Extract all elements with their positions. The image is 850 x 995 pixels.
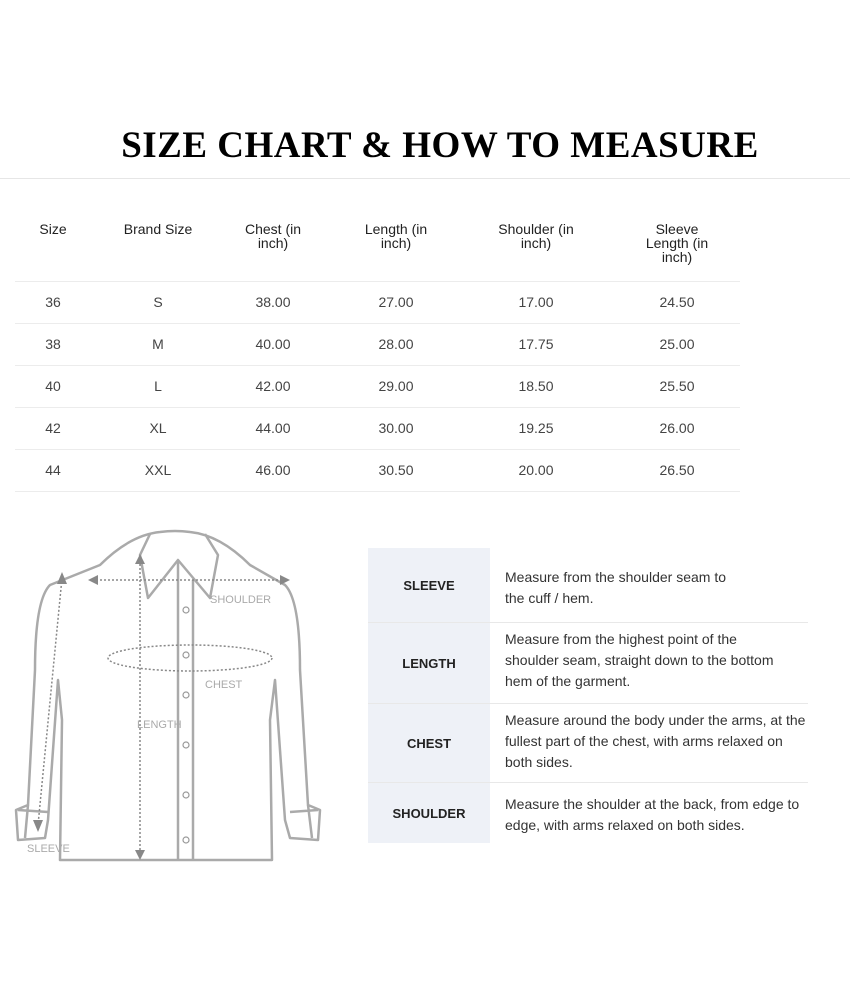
chest-measure-line [107, 644, 273, 672]
guide-label: LENGTH [368, 623, 490, 703]
guide-description: Measure from the shoulder seam to the cu… [505, 569, 726, 606]
table-cell: 26.00 [659, 420, 695, 436]
guide-description: Measure the shoulder at the back, from e… [505, 796, 800, 833]
measure-guide: SLEEVE Measure from the shoulder seam to… [368, 548, 808, 843]
header-length: Length (in inch) [364, 221, 428, 251]
table-cell: 30.00 [378, 420, 414, 436]
placket-line [176, 560, 195, 860]
table-cell: 26.50 [659, 462, 695, 478]
cuff-left [17, 804, 49, 839]
table-cell: 42 [45, 420, 61, 436]
table-cell: 44.00 [255, 420, 291, 436]
table-cell: 24.50 [659, 294, 695, 310]
table-cell: M [152, 336, 164, 352]
table-cell: 38.00 [255, 294, 291, 310]
table-cell: XXL [144, 462, 172, 478]
table-cell: 44 [45, 462, 61, 478]
table-cell: 27.00 [378, 294, 414, 310]
table-cell: 20.00 [518, 462, 554, 478]
table-row: 40 L 42.00 29.00 18.50 25.50 [15, 365, 740, 408]
table-cell: 36 [45, 294, 61, 310]
shirt-diagram: SHOULDER CHEST LENGTH SLEEVE [14, 529, 322, 862]
guide-row-chest: CHEST Measure around the body under the … [368, 703, 808, 782]
header-shoulder: Shoulder (in inch) [498, 221, 574, 251]
table-cell: XL [149, 420, 167, 436]
guide-row-shoulder: SHOULDER Measure the shoulder at the bac… [368, 782, 808, 843]
table-cell: 29.00 [378, 378, 414, 394]
shirt-body-outline [14, 529, 322, 862]
table-row: 36 S 38.00 27.00 17.00 24.50 [15, 281, 740, 324]
cuff-right [289, 804, 319, 839]
table-row: 42 XL 44.00 30.00 19.25 26.00 [15, 407, 740, 450]
table-row: 38 M 40.00 28.00 17.75 25.00 [15, 323, 740, 366]
table-cell: 38 [45, 336, 61, 352]
table-row: 44 XXL 46.00 30.50 20.00 26.50 [15, 449, 740, 492]
sleeve-measure-line [37, 577, 63, 826]
guide-label: SLEEVE [368, 548, 490, 622]
table-cell: 25.00 [659, 336, 695, 352]
table-cell: 19.25 [518, 420, 554, 436]
table-cell: 30.50 [378, 462, 414, 478]
page-title: SIZE CHART & HOW TO MEASURE [121, 125, 759, 166]
guide-label: SHOULDER [368, 783, 490, 843]
header-brand-size: Brand Size [123, 221, 193, 237]
header-sleeve-length: Sleeve Length (in inch) [645, 221, 709, 265]
shoulder-label: SHOULDER [210, 594, 271, 606]
table-cell: 40 [45, 378, 61, 394]
table-cell: 25.50 [659, 378, 695, 394]
table-bottom-border [15, 491, 740, 492]
table-cell: 42.00 [255, 378, 291, 394]
title-divider [0, 178, 850, 179]
guide-row-sleeve: SLEEVE Measure from the shoulder seam to… [368, 548, 808, 622]
table-cell: L [154, 378, 162, 394]
chest-label: CHEST [205, 679, 243, 691]
guide-description: Measure from the highest point of the sh… [505, 631, 774, 689]
header-chest: Chest (in inch) [244, 221, 302, 251]
sleeve-label: SLEEVE [27, 843, 70, 855]
table-cell: 28.00 [378, 336, 414, 352]
table-cell: 17.00 [518, 294, 554, 310]
guide-description: Measure around the body under the arms, … [505, 712, 806, 770]
length-label: LENGTH [137, 719, 182, 731]
header-size: Size [39, 221, 67, 237]
guide-label: CHEST [368, 704, 490, 782]
table-cell: 17.75 [518, 336, 554, 352]
table-cell: S [153, 294, 163, 310]
table-cell: 40.00 [255, 336, 291, 352]
guide-row-length: LENGTH Measure from the highest point of… [368, 622, 808, 703]
table-cell: 18.50 [518, 378, 554, 394]
table-cell: 46.00 [255, 462, 291, 478]
